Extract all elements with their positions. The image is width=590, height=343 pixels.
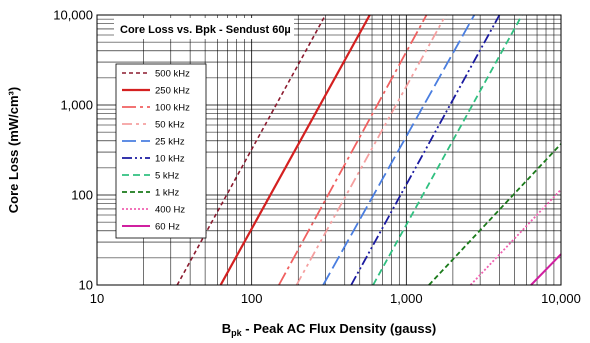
- y-tick-labels: 10 100 1,000 10,000: [53, 8, 93, 293]
- y-tick-label: 100: [71, 188, 93, 203]
- legend-label: 5 kHz: [155, 171, 180, 182]
- y-axis-title: Core Loss (mW/cm³): [6, 87, 21, 213]
- series-lines: [176, 14, 562, 286]
- legend-label: 10 kHz: [155, 154, 185, 165]
- series-line-10-khz: [350, 14, 501, 286]
- series-line-500-khz: [176, 14, 327, 286]
- x-tick-labels: 10 100 1,000 10,000: [90, 291, 581, 306]
- series-line-100-khz: [278, 14, 428, 286]
- y-tick-label: 1,000: [60, 98, 93, 113]
- series-line-250-khz: [219, 14, 371, 286]
- legend-label: 1 kHz: [155, 188, 180, 199]
- series-line-60-hz: [530, 253, 562, 286]
- legend-label: 500 kHz: [155, 69, 190, 80]
- grid: [96, 15, 561, 286]
- series-line-50-khz: [295, 14, 447, 286]
- chart-title: Core Loss vs. Bpk - Sendust 60µ: [120, 24, 291, 36]
- x-tick-label: 1,000: [390, 291, 423, 306]
- chart-title-box: Core Loss vs. Bpk - Sendust 60µ: [114, 18, 294, 39]
- x-tick-label: 10: [90, 291, 104, 306]
- y-tick-label: 10,000: [53, 8, 93, 23]
- legend-label: 50 kHz: [155, 120, 185, 131]
- y-tick-label: 10: [79, 278, 93, 293]
- series-line-1-khz: [428, 143, 562, 286]
- legend: 500 kHz 250 kHz 100 kHz 50 kHz 25 kHz 10 kHz 5…: [115, 63, 207, 239]
- x-axis-title: Bpk - Peak AC Flux Density (gauss): [222, 321, 436, 338]
- legend-label: 250 kHz: [155, 86, 190, 97]
- legend-label: 100 kHz: [155, 103, 190, 114]
- legend-label: 60 Hz: [155, 222, 180, 233]
- x-tick-label: 10,000: [541, 291, 581, 306]
- plot-frame: [96, 14, 562, 286]
- legend-label: 400 Hz: [155, 205, 185, 216]
- legend-label: 25 kHz: [155, 137, 185, 148]
- series-line-5-khz: [372, 14, 523, 286]
- series-line-400-hz: [469, 188, 562, 286]
- series-line-25-khz: [322, 14, 476, 286]
- x-tick-label: 100: [241, 291, 263, 306]
